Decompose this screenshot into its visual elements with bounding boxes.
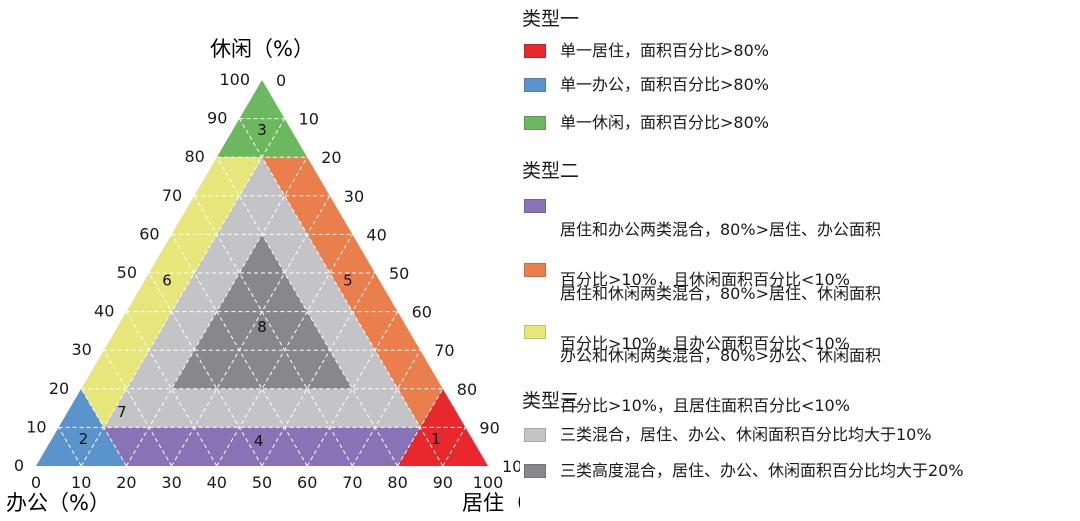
grid-line-office [80,388,127,467]
tick-leisure: 50 [117,263,137,282]
grid-line-residential [171,195,331,467]
grid-line-office [148,272,263,467]
tick-office: 10 [71,473,91,492]
tick-residential: 40 [366,225,386,244]
tick-office: 30 [161,473,181,492]
region-numbers: 1 2 3 4 5 6 7 8 [79,121,441,450]
legend-swatch [524,78,546,92]
legend-item-text-block: 办公和休闲两类混合，80%>办公、休闲面积 百分比>10%，且居住面积百分比<1… [560,318,1080,443]
office-ticks: 0 10 20 30 40 50 60 70 80 90 100 [31,473,503,492]
legend-type3-title: 类型三 [522,390,580,412]
axis-title-office: 办公（%） [6,491,110,515]
legend-swatch [524,325,546,339]
legend: 类型一 单一居住，面积百分比>80% 单一办公，面积百分比>80% 单一休闲，面… [522,0,1078,521]
legend-item-line1: 居住和办公两类混合，80%>居住、办公面积 [560,220,881,239]
region-number-8: 8 [257,318,267,336]
legend-swatch [524,428,546,442]
tick-office: 0 [31,473,41,492]
region-number-7: 7 [117,403,127,421]
region-number-4: 4 [254,432,264,450]
legend-item-text: 单一办公，面积百分比>80% [560,75,769,94]
grid-line-residential [306,311,399,467]
tick-office: 20 [116,473,136,492]
legend-item-text-block: 居住和办公两类混合，80%>居住、办公面积 百分比>10%，且休闲面积百分比<1… [560,192,1080,317]
legend-item-line2: 百分比>10%，且居住面积百分比<10% [560,396,850,415]
grid-line-office [58,427,82,467]
grid-line-office [103,349,173,467]
legend-swatch [524,263,546,277]
legend-swatch [524,464,546,478]
legend-swatch [524,44,546,58]
grid-line-office [193,195,353,467]
legend-item-text: 单一休闲，面积百分比>80% [560,113,769,132]
legend-item-line2: 百分比>10%，且办公面积百分比<10% [560,334,850,353]
legend-item-line1: 居住和休闲两类混合，80%>居住、休闲面积 [560,284,881,303]
tick-residential: 10 [299,110,319,129]
tick-residential: 70 [434,341,454,360]
legend-item-text: 三类混合，居住、办公、休闲面积百分比均大于10% [560,425,932,444]
tick-leisure: 20 [49,379,69,398]
tick-residential: 60 [412,303,432,322]
tick-office: 40 [207,473,227,492]
legend-item-text-block: 居住和休闲两类混合，80%>居住、休闲面积 百分比>10%，且办公面积百分比<1… [560,256,1080,381]
tick-leisure: 90 [207,109,227,128]
grid-line-office [125,311,218,467]
region-number-6: 6 [162,272,172,290]
legend-item-line1: 办公和休闲两类混合，80%>办公、休闲面积 [560,346,881,365]
region-6-office-leisure [81,157,262,428]
tick-leisure: 80 [184,147,204,166]
region-number-2: 2 [79,430,89,448]
tick-residential: 0 [276,71,286,90]
tick-leisure: 0 [14,456,24,475]
tick-leisure: 70 [162,186,182,205]
region-5-residential-leisure [262,157,443,428]
tick-office: 50 [252,473,272,492]
tick-leisure: 30 [71,340,91,359]
tick-residential: 90 [479,418,499,437]
region-number-5: 5 [343,272,353,290]
region-1-single-residential [397,388,488,466]
legend-item-line2: 百分比>10%，且休闲面积百分比<10% [560,270,850,289]
legend-type2-title: 类型二 [522,160,580,182]
legend-swatch [524,116,546,130]
region-number-3: 3 [257,121,267,139]
tick-residential: 50 [389,264,409,283]
region-4-residential-office [103,427,421,466]
legend-item-text: 单一居住，面积百分比>80% [560,41,769,60]
legend-type1-title: 类型一 [522,8,580,30]
tick-residential: 30 [344,187,364,206]
region-number-1: 1 [431,430,441,448]
tick-residential: 100 [502,457,520,476]
tick-office: 60 [297,473,317,492]
axis-title-leisure: 休闲（%） [210,37,314,61]
tick-leisure: 60 [139,224,159,243]
tick-leisure: 10 [26,417,46,436]
legend-item-text: 三类高度混合，居住、办公、休闲面积百分比均大于20% [560,461,964,480]
grid-line-residential [261,272,376,467]
grid-line-residential [397,388,444,467]
legend-swatch [524,199,546,213]
axis-title-residential: 居住（%） [462,491,520,515]
tick-residential: 80 [457,380,477,399]
grid-line-residential [351,349,421,467]
tick-office: 90 [433,473,453,492]
tick-office: 100 [473,473,504,492]
tick-leisure: 40 [94,302,114,321]
tick-office: 70 [342,473,362,492]
tick-office: 80 [387,473,407,492]
grid-line-residential [442,427,466,467]
tick-residential: 20 [321,148,341,167]
grid-lines [58,118,466,467]
tick-leisure: 100 [219,70,250,89]
